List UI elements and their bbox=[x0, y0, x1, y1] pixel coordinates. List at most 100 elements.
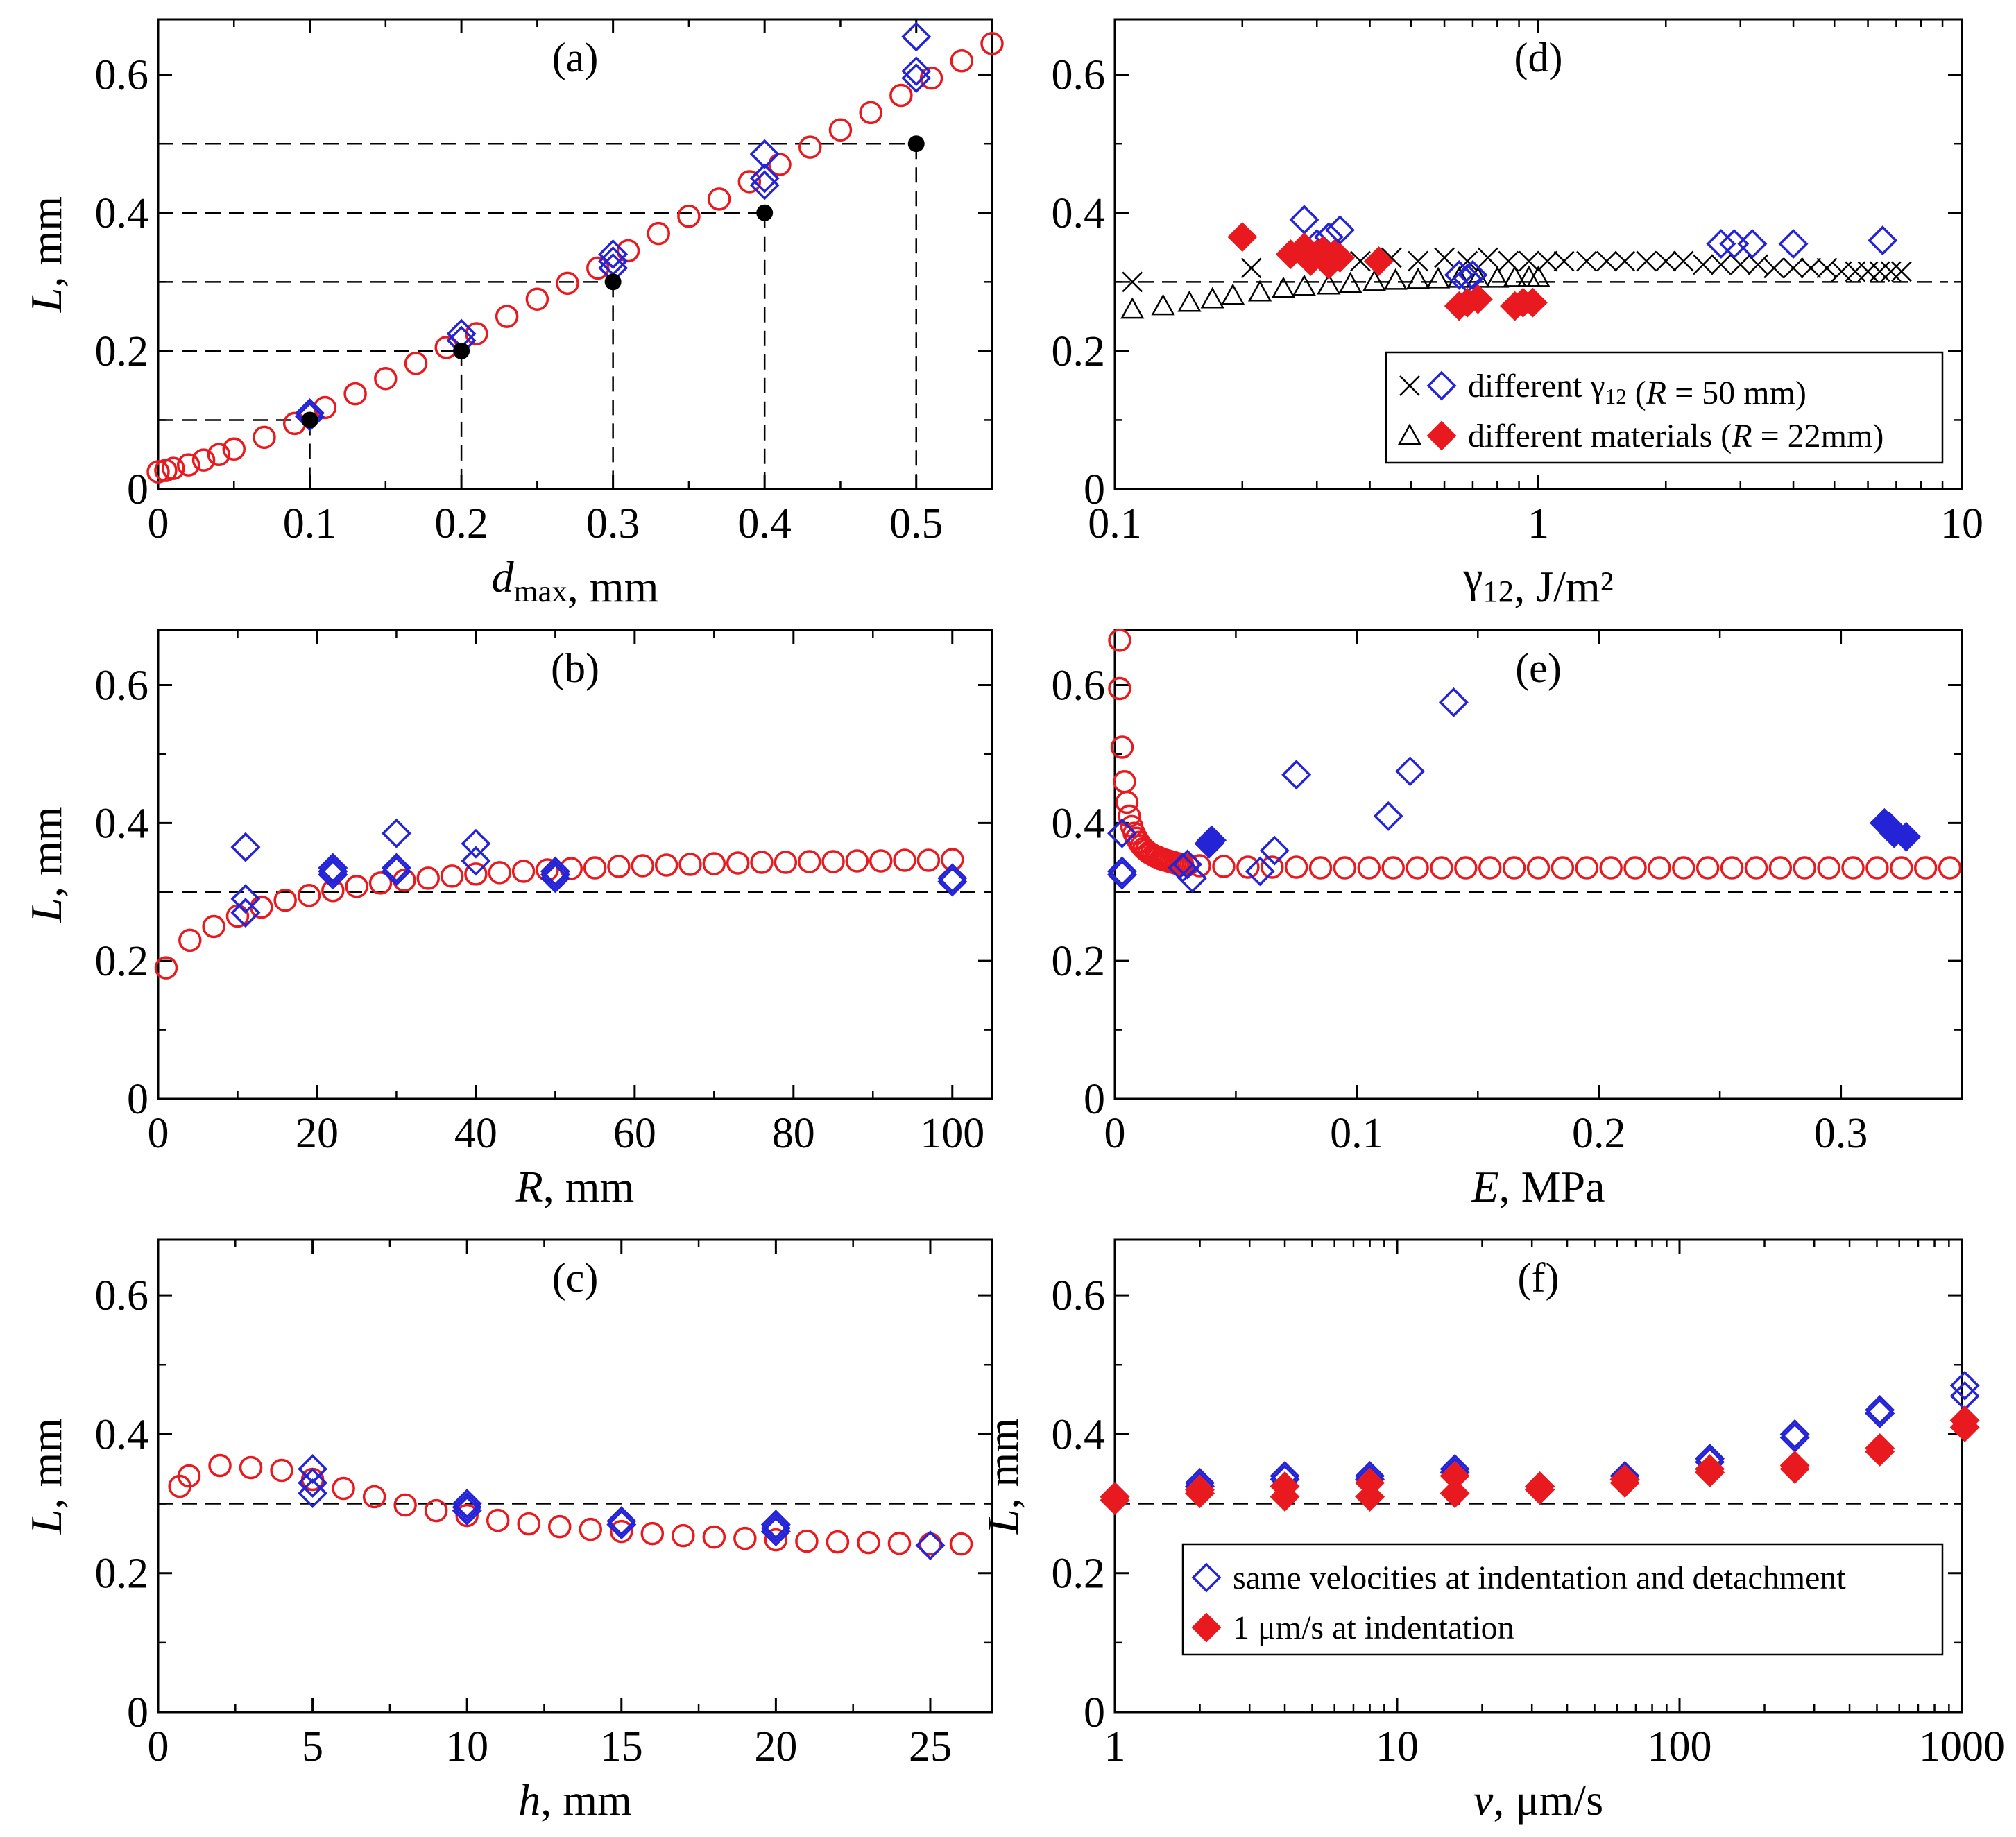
x-axis-label-symbol: R bbox=[515, 1162, 543, 1211]
data-point bbox=[1783, 257, 1804, 279]
data-point bbox=[907, 135, 925, 153]
x-axis-label: R, mm bbox=[515, 1162, 635, 1211]
panel-d: 0 0.2 0.4 0.6 0.1 1 10 (d) γ12, J/m² different γ1… bbox=[1052, 18, 1983, 611]
x-axis-label-text: , J/m² bbox=[1514, 562, 1614, 611]
data-point bbox=[1720, 856, 1744, 880]
data-point bbox=[887, 1531, 912, 1555]
x-tick-label: 1 bbox=[1104, 1723, 1126, 1770]
data-point bbox=[1614, 250, 1636, 272]
data-point bbox=[821, 850, 845, 873]
x-tick-label: 100 bbox=[1648, 1723, 1712, 1770]
data-point bbox=[270, 1458, 293, 1483]
data-point bbox=[556, 271, 579, 296]
data-point bbox=[583, 856, 607, 880]
data-point bbox=[1695, 856, 1720, 880]
x-axis-label: E, MPa bbox=[1471, 1162, 1605, 1211]
data-point bbox=[980, 32, 1004, 55]
x-tick-label: 5 bbox=[302, 1723, 323, 1770]
data-point bbox=[540, 856, 570, 887]
data-point bbox=[495, 305, 519, 328]
y-tick-label: 0.6 bbox=[95, 1272, 149, 1319]
x-axis-label-symbol: h bbox=[518, 1775, 540, 1825]
data-point bbox=[1454, 856, 1478, 880]
data-point bbox=[295, 401, 325, 432]
x-axis-label-text: , mm bbox=[567, 562, 659, 611]
data-point bbox=[230, 884, 261, 914]
y-tick-label: 0 bbox=[127, 1076, 148, 1123]
data-point bbox=[416, 866, 440, 890]
data-point bbox=[1240, 257, 1262, 279]
legend-marker bbox=[1426, 420, 1457, 451]
y-axis-label: L, mm bbox=[978, 1418, 1027, 1535]
y-tick-label: 0.2 bbox=[1052, 1550, 1106, 1598]
data-point bbox=[1458, 259, 1488, 290]
data-point bbox=[1526, 856, 1551, 880]
data-point bbox=[749, 170, 780, 200]
panel-b: 00.20.40.60 20 40 60 80 100(b)R, mmL, mm bbox=[22, 629, 993, 1211]
series-experiment bbox=[230, 818, 968, 928]
series-target bbox=[301, 135, 925, 429]
data-point bbox=[1817, 856, 1840, 880]
data-point bbox=[298, 1454, 328, 1484]
data-point bbox=[1197, 825, 1227, 855]
data-point bbox=[1748, 254, 1768, 275]
data-point bbox=[826, 1530, 850, 1554]
data-point bbox=[598, 239, 629, 269]
x-axis-label-text: , μm/s bbox=[1493, 1775, 1603, 1825]
data-point bbox=[916, 848, 941, 872]
data-point bbox=[949, 1532, 973, 1556]
data-point bbox=[517, 1512, 540, 1536]
data-point bbox=[1350, 250, 1371, 272]
data-point bbox=[1434, 247, 1455, 268]
data-point bbox=[547, 1514, 572, 1539]
x-tick-label: 60 bbox=[613, 1110, 656, 1157]
data-point bbox=[1949, 1381, 1980, 1411]
data-point bbox=[1457, 250, 1478, 272]
data-point bbox=[1271, 276, 1296, 298]
x-tick-label: 0 bbox=[148, 500, 169, 547]
data-point bbox=[452, 1489, 482, 1519]
data-point bbox=[1890, 856, 1913, 880]
data-point bbox=[1108, 676, 1131, 701]
legend-label: 1 μm/s at indentation bbox=[1233, 1609, 1514, 1646]
x-tick-label: 10 bbox=[1940, 500, 1983, 547]
data-point bbox=[1408, 250, 1429, 272]
y-tick-label: 0.2 bbox=[1052, 328, 1106, 375]
data-point bbox=[1245, 856, 1275, 887]
data-point bbox=[678, 853, 702, 876]
data-point bbox=[1227, 222, 1258, 253]
legend-label: different materials (R = 22mm) bbox=[1468, 418, 1883, 454]
y-axis-label-symbol: L bbox=[978, 1509, 1027, 1535]
data-point bbox=[1800, 257, 1822, 279]
x-axis-label-symbol: v bbox=[1473, 1775, 1494, 1825]
data-point bbox=[1317, 273, 1341, 295]
data-point bbox=[318, 856, 348, 887]
data-point bbox=[1673, 250, 1694, 272]
data-point bbox=[253, 425, 276, 450]
data-point bbox=[1107, 860, 1137, 890]
data-point bbox=[631, 854, 655, 878]
data-point bbox=[750, 851, 774, 874]
data-point bbox=[154, 956, 178, 980]
data-point bbox=[1891, 261, 1912, 282]
data-point bbox=[345, 875, 368, 898]
data-point bbox=[1477, 247, 1498, 268]
data-point bbox=[798, 135, 822, 159]
series-experiment bbox=[1107, 687, 1469, 894]
panel-title: (f) bbox=[1518, 1255, 1560, 1301]
data-point bbox=[1259, 835, 1290, 866]
data-point bbox=[1768, 856, 1793, 880]
y-axis-label-symbol: L bbox=[22, 1509, 71, 1535]
data-point bbox=[207, 443, 231, 466]
data-point bbox=[707, 187, 731, 211]
x-tick-label: 0 bbox=[148, 1723, 169, 1770]
data-point bbox=[764, 1528, 788, 1552]
data-point bbox=[1693, 254, 1714, 275]
y-axis-label: L, mm bbox=[22, 196, 71, 313]
data-point bbox=[239, 1455, 263, 1480]
x-axis-label-subscript: 12 bbox=[1483, 574, 1514, 608]
data-point bbox=[828, 118, 853, 142]
data-point bbox=[146, 460, 170, 484]
data-point bbox=[178, 928, 202, 952]
x-tick-label: 0 bbox=[1104, 1110, 1126, 1157]
